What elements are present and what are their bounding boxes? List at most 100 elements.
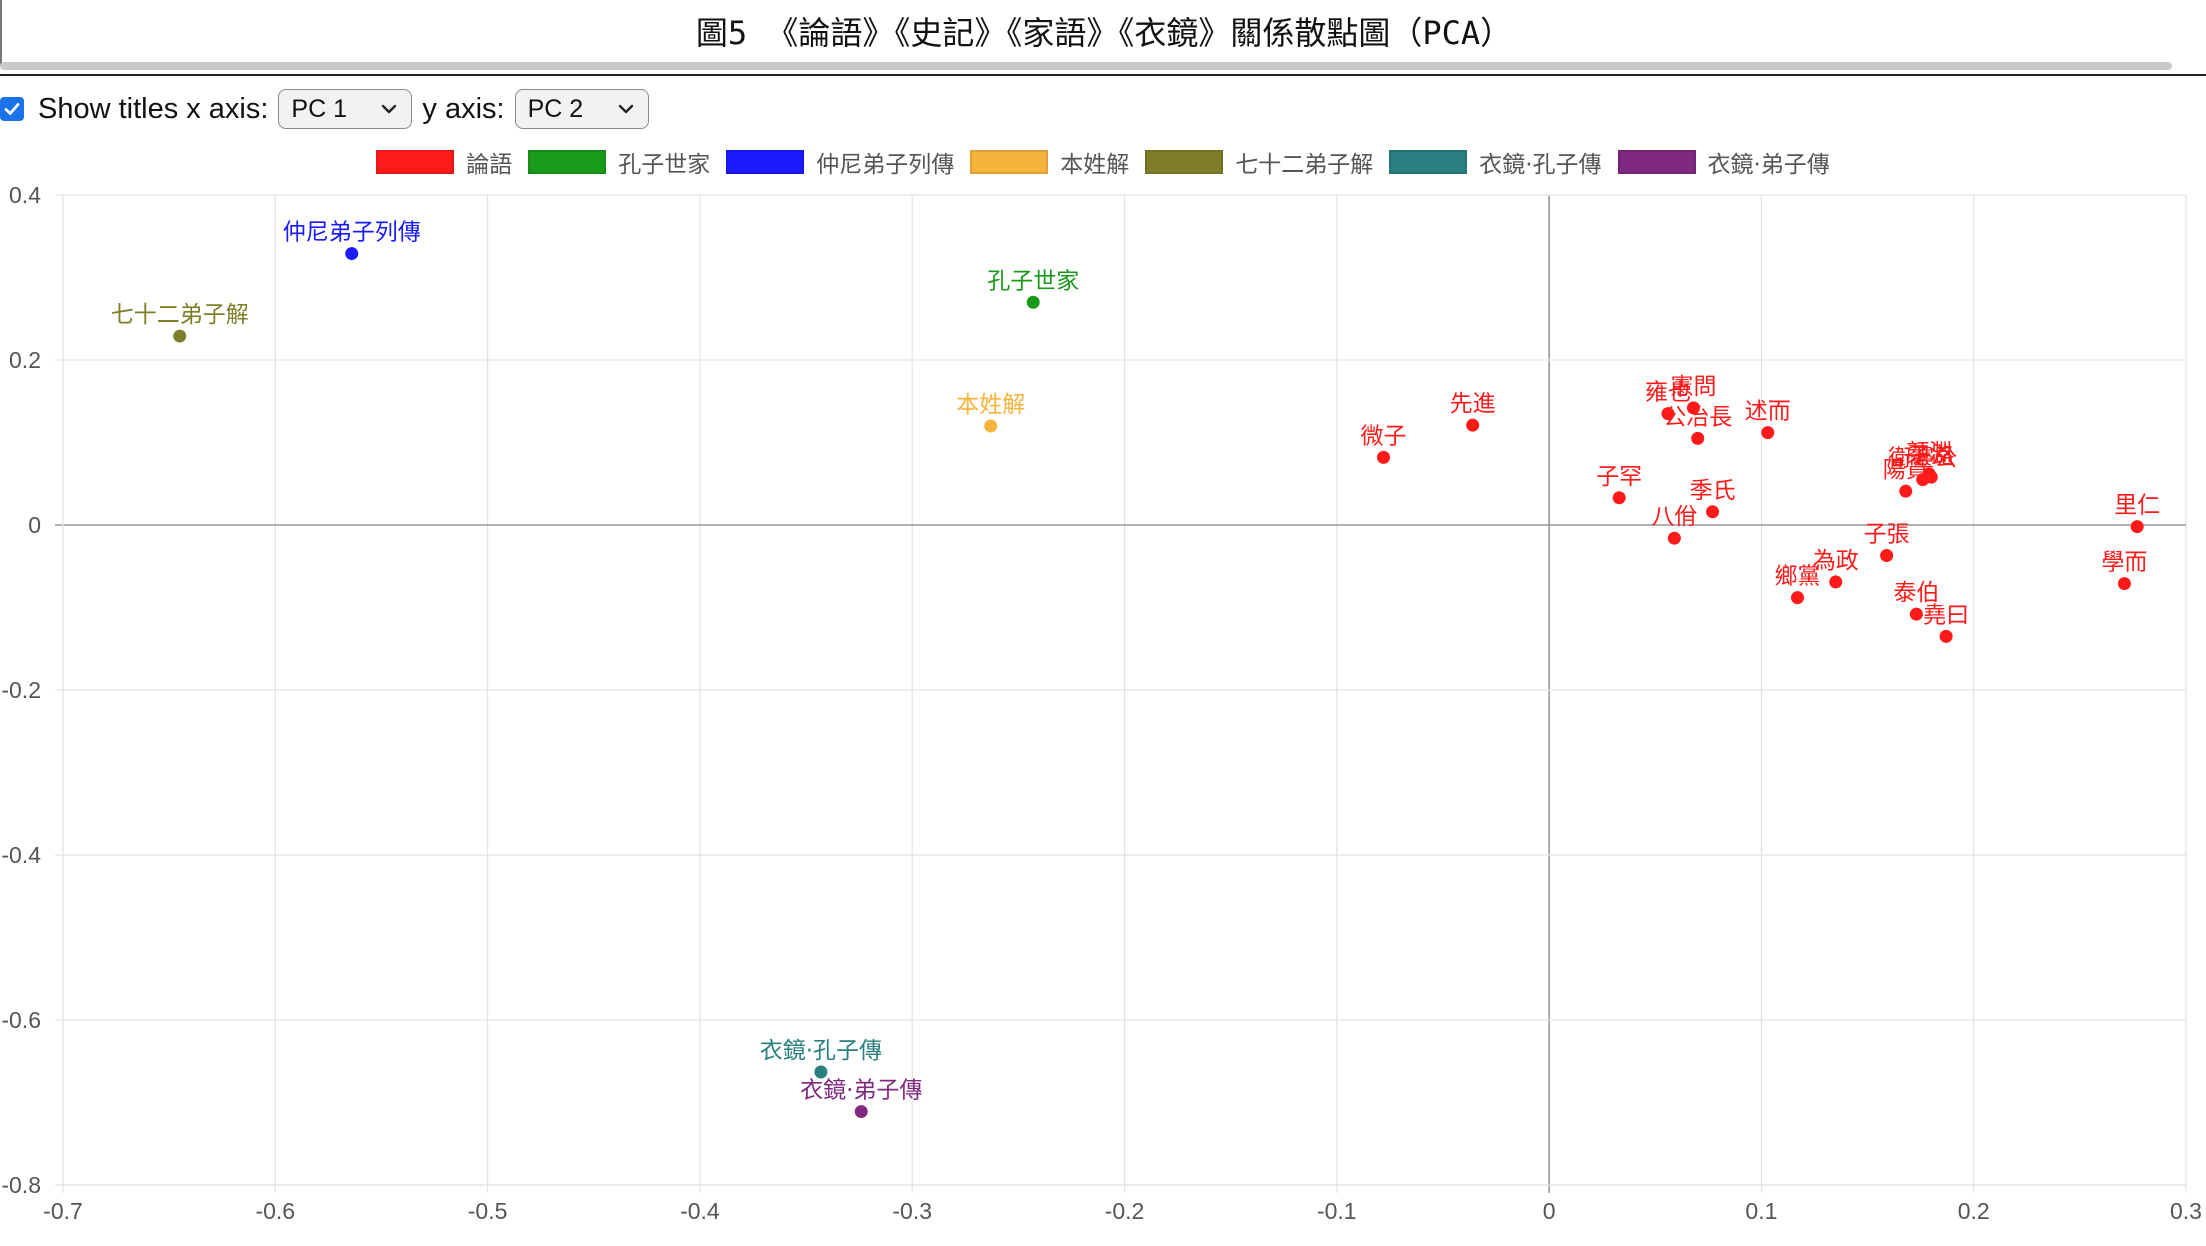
data-point[interactable] xyxy=(1880,549,1894,563)
legend-swatch xyxy=(1389,150,1468,174)
legend-item[interactable]: 七十二弟子解 xyxy=(1145,145,1373,179)
data-point[interactable] xyxy=(2130,520,2144,534)
y-axis-select-value: PC 2 xyxy=(527,94,584,123)
legend-label: 本姓解 xyxy=(1060,152,1130,178)
x-tick-label: 0.1 xyxy=(1745,1198,1777,1224)
data-point[interactable] xyxy=(1790,591,1804,605)
point-label: 七十二弟子解 xyxy=(111,302,249,328)
point-label: 憲問 xyxy=(1670,374,1716,400)
show-titles-checkbox[interactable] xyxy=(0,97,24,121)
data-point[interactable] xyxy=(1706,505,1720,519)
show-titles-label: Show titles xyxy=(38,92,179,125)
y-tick-label: -0.4 xyxy=(1,842,41,868)
legend-label: 七十二弟子解 xyxy=(1235,152,1374,178)
point-label: 孔子世家 xyxy=(987,268,1079,294)
data-point[interactable] xyxy=(1026,295,1040,309)
data-point[interactable] xyxy=(1761,426,1775,440)
point-label: 泰伯 xyxy=(1893,580,1939,606)
point-label: 季氏 xyxy=(1690,478,1736,504)
y-tick-label: 0 xyxy=(28,512,41,538)
legend-item[interactable]: 論語 xyxy=(376,145,512,179)
legend-swatch xyxy=(970,150,1049,174)
page-title: 圖5 《論語》《史記》《家語》《衣鏡》關係散點圖（PCA） xyxy=(695,14,1513,52)
point-label: 本姓解 xyxy=(956,392,1025,418)
data-point[interactable] xyxy=(1691,431,1705,445)
point-label: 先進 xyxy=(1450,391,1496,417)
y-axis-select[interactable]: PC 2 xyxy=(514,89,649,129)
data-point[interactable] xyxy=(1667,531,1681,545)
y-axis-label: y axis: xyxy=(422,92,505,125)
x-axis-select[interactable]: PC 1 xyxy=(278,89,413,129)
legend-label: 衣鏡·孔子傳 xyxy=(1479,152,1602,178)
checkmark-icon xyxy=(4,103,20,115)
point-label: 為政 xyxy=(1813,548,1859,574)
title-bar: 圖5 《論語》《史記》《家語》《衣鏡》關係散點圖（PCA） xyxy=(0,0,2206,66)
data-point[interactable] xyxy=(1924,470,1938,484)
data-point[interactable] xyxy=(1661,407,1675,421)
legend-item[interactable]: 仲尼弟子列傳 xyxy=(726,145,954,179)
legend-swatch xyxy=(1145,150,1224,174)
point-label: 陽貨 xyxy=(1883,457,1929,483)
legend-swatch xyxy=(726,150,805,174)
y-tick-label: -0.6 xyxy=(1,1007,41,1033)
point-label: 衣鏡·弟子傳 xyxy=(800,1078,922,1104)
controls-bar: Show titles x axis: PC 1 y axis: PC 2 xyxy=(0,86,659,132)
chevron-down-icon xyxy=(618,104,633,114)
x-tick-label: -0.5 xyxy=(468,1198,508,1224)
point-label: 八佾 xyxy=(1651,504,1697,530)
data-point[interactable] xyxy=(1829,575,1843,589)
legend-label: 衣鏡·弟子傳 xyxy=(1707,152,1830,178)
data-point[interactable] xyxy=(2117,577,2131,591)
point-label: 衛靈公 xyxy=(1888,446,1957,472)
x-tick-label: -0.7 xyxy=(43,1198,83,1224)
data-point[interactable] xyxy=(345,247,359,261)
point-label: 雍也 xyxy=(1645,380,1691,406)
legend-item[interactable]: 孔子世家 xyxy=(528,145,710,179)
data-point[interactable] xyxy=(984,419,998,433)
x-tick-label: -0.4 xyxy=(680,1198,720,1224)
legend-item[interactable]: 衣鏡·弟子傳 xyxy=(1617,145,1830,179)
point-label: 公冶長 xyxy=(1663,404,1732,430)
x-axis-select-value: PC 1 xyxy=(291,94,348,123)
data-point[interactable] xyxy=(1686,401,1700,415)
point-label: 仲尼弟子列傳 xyxy=(283,220,421,246)
point-label: 學而 xyxy=(2101,550,2147,576)
point-label: 堯曰 xyxy=(1923,602,1969,628)
chevron-down-icon xyxy=(382,104,397,114)
legend-label: 孔子世家 xyxy=(618,152,711,178)
data-point[interactable] xyxy=(814,1065,828,1079)
point-label: 子路 xyxy=(1908,443,1954,469)
legend-item[interactable]: 本姓解 xyxy=(970,145,1129,179)
x-tick-label: 0 xyxy=(1543,1198,1556,1224)
y-tick-label: -0.2 xyxy=(1,677,41,703)
point-label: 述而 xyxy=(1745,399,1791,425)
data-point[interactable] xyxy=(1939,629,1953,643)
x-tick-label: -0.1 xyxy=(1317,1198,1357,1224)
chart-legend: 論語 孔子世家 仲尼弟子列傳 本姓解 七十二弟子解 衣鏡·孔子傳 衣鏡·弟子傳 xyxy=(0,146,2206,178)
legend-swatch xyxy=(1617,150,1696,174)
divider xyxy=(0,74,2206,76)
y-tick-label: 0.4 xyxy=(9,182,41,208)
point-label: 顏淵 xyxy=(1906,440,1952,466)
point-label: 衣鏡·孔子傳 xyxy=(760,1038,882,1064)
horizontal-scrollbar[interactable] xyxy=(0,62,2172,70)
data-point[interactable] xyxy=(1909,607,1923,621)
data-point[interactable] xyxy=(854,1105,868,1119)
data-point[interactable] xyxy=(173,329,187,343)
legend-item[interactable]: 衣鏡·孔子傳 xyxy=(1389,145,1602,179)
point-label: 微子 xyxy=(1361,423,1407,449)
legend-swatch xyxy=(376,150,455,174)
y-tick-label: -0.8 xyxy=(1,1172,41,1198)
data-point[interactable] xyxy=(1612,491,1626,505)
x-tick-label: 0.3 xyxy=(2170,1198,2202,1224)
x-axis-label: x axis: xyxy=(186,92,269,125)
data-point[interactable] xyxy=(1377,450,1391,464)
data-point[interactable] xyxy=(1466,418,1480,432)
point-label: 子張 xyxy=(1864,522,1910,548)
y-tick-label: 0.2 xyxy=(9,347,41,373)
point-label: 里仁 xyxy=(2114,493,2160,519)
point-label: 子罕 xyxy=(1596,464,1642,490)
data-point[interactable] xyxy=(1899,484,1913,498)
legend-label: 論語 xyxy=(466,152,513,178)
